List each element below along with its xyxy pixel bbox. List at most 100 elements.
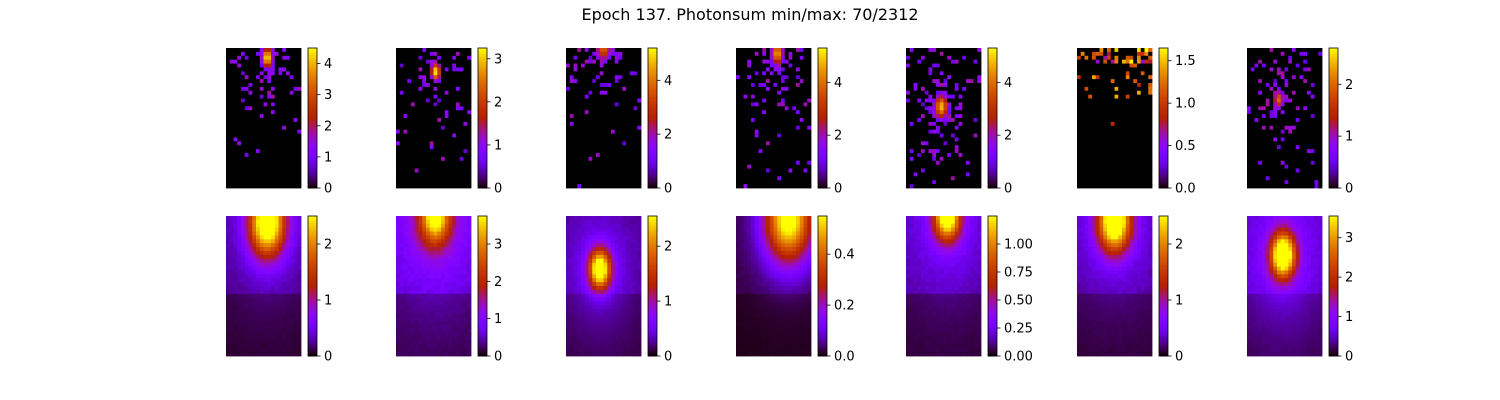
- colorbar-segment: [478, 132, 487, 135]
- heatmap-cell: [947, 63, 952, 68]
- heatmap-cell: [1103, 160, 1108, 166]
- heatmap-cell: [274, 153, 279, 158]
- heatmap-cell: [1095, 145, 1100, 150]
- heatmap-cell: [1288, 71, 1293, 76]
- heatmap-cell: [441, 180, 446, 185]
- heatmap-cell: [252, 114, 257, 119]
- heatmap-cell: [289, 106, 294, 111]
- heatmap-cell: [799, 83, 804, 88]
- heatmap-cell: [1107, 94, 1112, 99]
- heatmap-cell: [1129, 102, 1134, 107]
- heatmap-cell: [607, 133, 612, 138]
- heatmap-cell: [274, 98, 279, 103]
- heatmap-cell: [596, 149, 601, 154]
- heatmap-cell: [259, 114, 264, 119]
- heatmap-cell: [1295, 59, 1300, 64]
- heatmap-cell: [229, 160, 234, 166]
- heatmap-cell: [603, 90, 608, 96]
- heatmap-cell: [769, 106, 774, 111]
- heatmap-cell: [743, 110, 748, 115]
- colorbar-segment: [478, 162, 487, 166]
- heatmap-cell: [418, 86, 423, 92]
- colorbar-segment: [988, 155, 997, 159]
- heatmap-cell: [1137, 118, 1142, 123]
- heatmap-cell: [1133, 86, 1138, 92]
- heatmap-cell: [433, 141, 438, 146]
- colorbar-segment: [1159, 55, 1168, 58]
- heatmap-cell: [278, 141, 283, 146]
- heatmap-cell: [1107, 184, 1112, 189]
- heatmap-cell: [403, 59, 408, 64]
- heatmap-cell: [947, 71, 952, 76]
- heatmap-cell: [233, 106, 238, 111]
- heatmap-cell: [1099, 149, 1104, 154]
- heatmap-cell: [1088, 51, 1093, 57]
- heatmap-cell: [917, 86, 922, 92]
- heatmap-cell: [758, 86, 763, 92]
- heatmap-cell: [917, 129, 922, 134]
- heatmap-cell: [566, 86, 571, 92]
- heatmap-cell: [274, 71, 279, 76]
- heatmap-cell: [921, 83, 926, 88]
- heatmap-cell: [248, 90, 253, 96]
- heatmap-cell: [278, 184, 283, 189]
- heatmap-cell: [796, 71, 801, 76]
- heatmap-cell: [909, 180, 914, 185]
- heatmap-cell: [784, 172, 789, 177]
- heatmap-cell: [1118, 133, 1123, 138]
- heatmap-cell: [913, 164, 918, 169]
- heatmap-cell: [769, 102, 774, 107]
- heatmap-cell: [1250, 71, 1255, 76]
- heatmap-cell: [271, 121, 276, 127]
- heatmap-cell: [274, 129, 279, 134]
- heatmap-cell: [1092, 141, 1097, 146]
- heatmap-cell: [1122, 51, 1127, 57]
- heatmap-cell: [237, 121, 242, 127]
- colorbar-segment: [1159, 174, 1168, 177]
- colorbar-segment: [988, 143, 997, 147]
- heatmap-cell: [951, 110, 956, 115]
- heatmap-cell: [1107, 129, 1112, 134]
- heatmap-cell: [411, 98, 416, 103]
- heatmap-cell: [618, 149, 623, 154]
- heatmap-cell: [252, 51, 257, 57]
- heatmap-cell: [766, 121, 771, 127]
- heatmap-cell: [773, 59, 778, 64]
- heatmap-cell: [422, 71, 427, 76]
- heatmap-cell: [909, 168, 914, 173]
- heatmap-cell: [274, 184, 279, 189]
- heatmap-cell: [743, 153, 748, 158]
- heatmap-cell: [769, 164, 774, 169]
- heatmap-cell: [1103, 133, 1108, 138]
- heatmap-cell: [781, 67, 786, 72]
- heatmap-cell: [947, 125, 952, 131]
- heatmap-cell: [939, 118, 944, 123]
- heatmap-cell: [784, 118, 789, 123]
- heatmap-cell: [259, 83, 264, 88]
- heatmap-cell: [1110, 110, 1115, 115]
- heatmap-cell: [1280, 59, 1285, 64]
- heatmap-cell: [577, 184, 582, 189]
- heatmap-cell: [463, 176, 468, 181]
- heatmap-cell: [622, 94, 627, 99]
- heatmap-cell: [637, 125, 642, 131]
- heatmap-cell: [293, 75, 298, 80]
- heatmap-cell: [633, 118, 638, 123]
- heatmap-cell: [444, 59, 449, 64]
- heatmap-cell: [1133, 156, 1138, 162]
- heatmap-cell: [939, 55, 944, 61]
- heatmap-cell: [966, 129, 971, 134]
- heatmap-cell: [588, 79, 593, 84]
- heatmap-cell: [1118, 176, 1123, 181]
- heatmap-cell: [259, 67, 264, 72]
- heatmap-cell: [1088, 121, 1093, 127]
- heatmap-cell: [1084, 137, 1089, 142]
- heatmap-cell: [743, 48, 748, 53]
- heatmap-cell: [603, 51, 608, 57]
- heatmap-cell: [1088, 160, 1093, 166]
- colorbar-frame: [987, 47, 998, 189]
- heatmap-cell: [977, 164, 982, 169]
- heatmap-cell: [1110, 67, 1115, 72]
- heatmap-cell: [607, 63, 612, 68]
- heatmap-cell: [403, 79, 408, 84]
